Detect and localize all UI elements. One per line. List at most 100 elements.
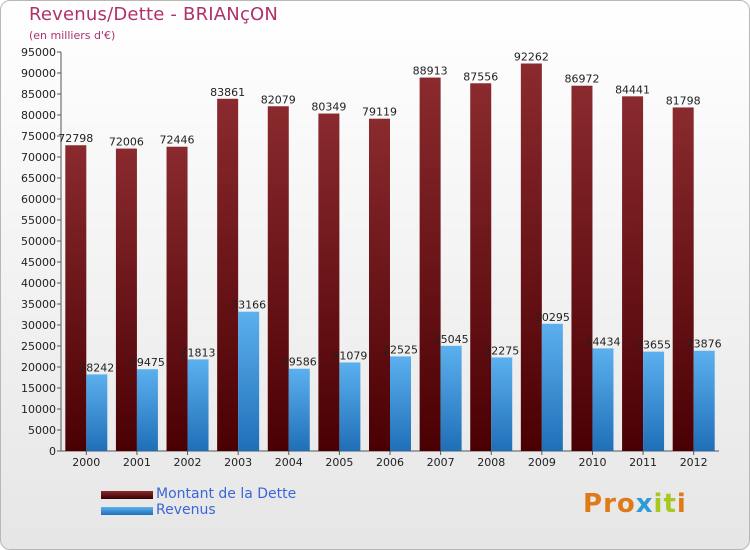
- logo-letter: P: [583, 489, 604, 519]
- bar-dette: [419, 77, 441, 451]
- x-tick-label: 2008: [477, 456, 505, 469]
- data-label-revenus: 25045: [434, 333, 469, 346]
- bar-revenus: [440, 345, 462, 451]
- x-tick-label: 2011: [629, 456, 657, 469]
- data-label-revenus: 19586: [282, 356, 317, 369]
- bar-revenus: [592, 348, 614, 451]
- bar-dette: [571, 85, 593, 452]
- bar-dette: [65, 145, 87, 451]
- bar-dette: [470, 83, 492, 451]
- y-tick-label: 40000: [21, 277, 56, 290]
- y-tick-label: 65000: [21, 172, 56, 185]
- y-tick-label: 45000: [21, 256, 56, 269]
- data-label-revenus: 19475: [130, 356, 165, 369]
- data-label-revenus: 21079: [332, 349, 367, 362]
- legend-swatch-dette: [101, 491, 153, 499]
- data-label-dette: 83861: [210, 86, 245, 99]
- x-tick-label: 2005: [325, 456, 353, 469]
- data-label-dette: 86972: [564, 73, 599, 86]
- y-tick-label: 60000: [21, 193, 56, 206]
- data-label-revenus: 21813: [181, 346, 216, 359]
- chart-title: Revenus/Dette - BRIANçON: [29, 4, 279, 25]
- y-tick-label: 70000: [21, 151, 56, 164]
- y-tick-label: 0: [49, 445, 56, 458]
- y-tick-label: 50000: [21, 235, 56, 248]
- logo-letter: i: [676, 489, 687, 519]
- bar-revenus: [643, 351, 665, 451]
- bars: [65, 63, 715, 452]
- bar-revenus: [238, 311, 260, 451]
- bar-revenus: [288, 368, 310, 451]
- bar-dette: [115, 148, 137, 451]
- chart-subtitle: (en milliers d'€): [29, 29, 116, 42]
- y-tick-label: 30000: [21, 319, 56, 332]
- data-label-revenus: 33166: [231, 299, 266, 312]
- y-tick-label: 95000: [21, 46, 56, 59]
- legend-label-dette: Montant de la Dette: [156, 486, 297, 502]
- y-tick-label: 15000: [21, 382, 56, 395]
- bar-revenus: [339, 362, 361, 451]
- y-tick-label: 35000: [21, 298, 56, 311]
- bar-revenus: [86, 374, 108, 451]
- bar-dette: [672, 107, 694, 452]
- data-label-dette: 72446: [160, 134, 195, 147]
- x-tick-label: 2006: [376, 456, 404, 469]
- data-label-dette: 72798: [58, 132, 93, 145]
- data-label-revenus: 18242: [79, 361, 114, 374]
- x-tick-label: 2004: [275, 456, 303, 469]
- value-labels: 72798 18242 72006 19475 72446 21813 83861 33166…: [58, 50, 721, 374]
- legend-label-revenus: Revenus: [156, 502, 216, 518]
- x-tick-label: 2009: [528, 456, 556, 469]
- bar-dette: [166, 146, 188, 451]
- y-tick-label: 20000: [21, 361, 56, 374]
- y-tick-label: 55000: [21, 214, 56, 227]
- data-label-dette: 72006: [109, 136, 144, 149]
- data-label-revenus: 24434: [585, 335, 620, 348]
- y-tick-label: 10000: [21, 403, 56, 416]
- data-label-revenus: 30295: [535, 311, 570, 324]
- x-tick-label: 2003: [224, 456, 252, 469]
- bar-dette: [267, 106, 289, 452]
- bar-dette: [217, 98, 239, 451]
- data-label-dette: 87556: [463, 70, 498, 83]
- x-tick-label: 2000: [72, 456, 100, 469]
- bar-dette: [369, 118, 390, 452]
- data-label-dette: 81798: [666, 94, 701, 107]
- bar-revenus: [136, 369, 158, 451]
- logo-letter: t: [663, 489, 677, 519]
- data-label-revenus: 23876: [687, 338, 722, 351]
- bar-dette: [318, 113, 340, 451]
- logo-letter: o: [616, 489, 636, 519]
- proxiti-logo: Proxiti: [583, 489, 687, 519]
- bar-revenus: [187, 359, 209, 451]
- logo-letter: i: [653, 489, 664, 519]
- y-tick-label: 90000: [21, 67, 56, 80]
- y-tick-label: 25000: [21, 340, 56, 353]
- bar-revenus: [491, 357, 513, 451]
- x-tick-label: 2002: [174, 456, 202, 469]
- legend-swatch-revenus: [101, 507, 153, 515]
- bar-revenus: [390, 356, 411, 451]
- y-tick-label: 85000: [21, 88, 56, 101]
- data-label-revenus: 22525: [383, 343, 418, 356]
- data-label-dette: 80349: [311, 101, 346, 114]
- y-tick-label: 5000: [28, 424, 56, 437]
- bar-revenus: [541, 323, 563, 451]
- y-tick-label: 75000: [21, 130, 56, 143]
- data-label-dette: 92262: [514, 50, 549, 63]
- bar-revenus: [693, 350, 715, 451]
- data-label-revenus: 23655: [636, 339, 671, 352]
- x-tick-label: 2010: [578, 456, 606, 469]
- bar-dette: [520, 63, 542, 451]
- bar-dette: [622, 96, 644, 451]
- data-label-dette: 88913: [413, 65, 448, 78]
- data-label-dette: 84441: [615, 83, 650, 96]
- logo-letter: x: [635, 489, 654, 519]
- data-label-dette: 82079: [261, 93, 296, 106]
- x-tick-label: 2012: [680, 456, 708, 469]
- x-tick-label: 2007: [427, 456, 455, 469]
- data-label-revenus: 22275: [484, 344, 519, 357]
- logo-letter: r: [603, 489, 617, 519]
